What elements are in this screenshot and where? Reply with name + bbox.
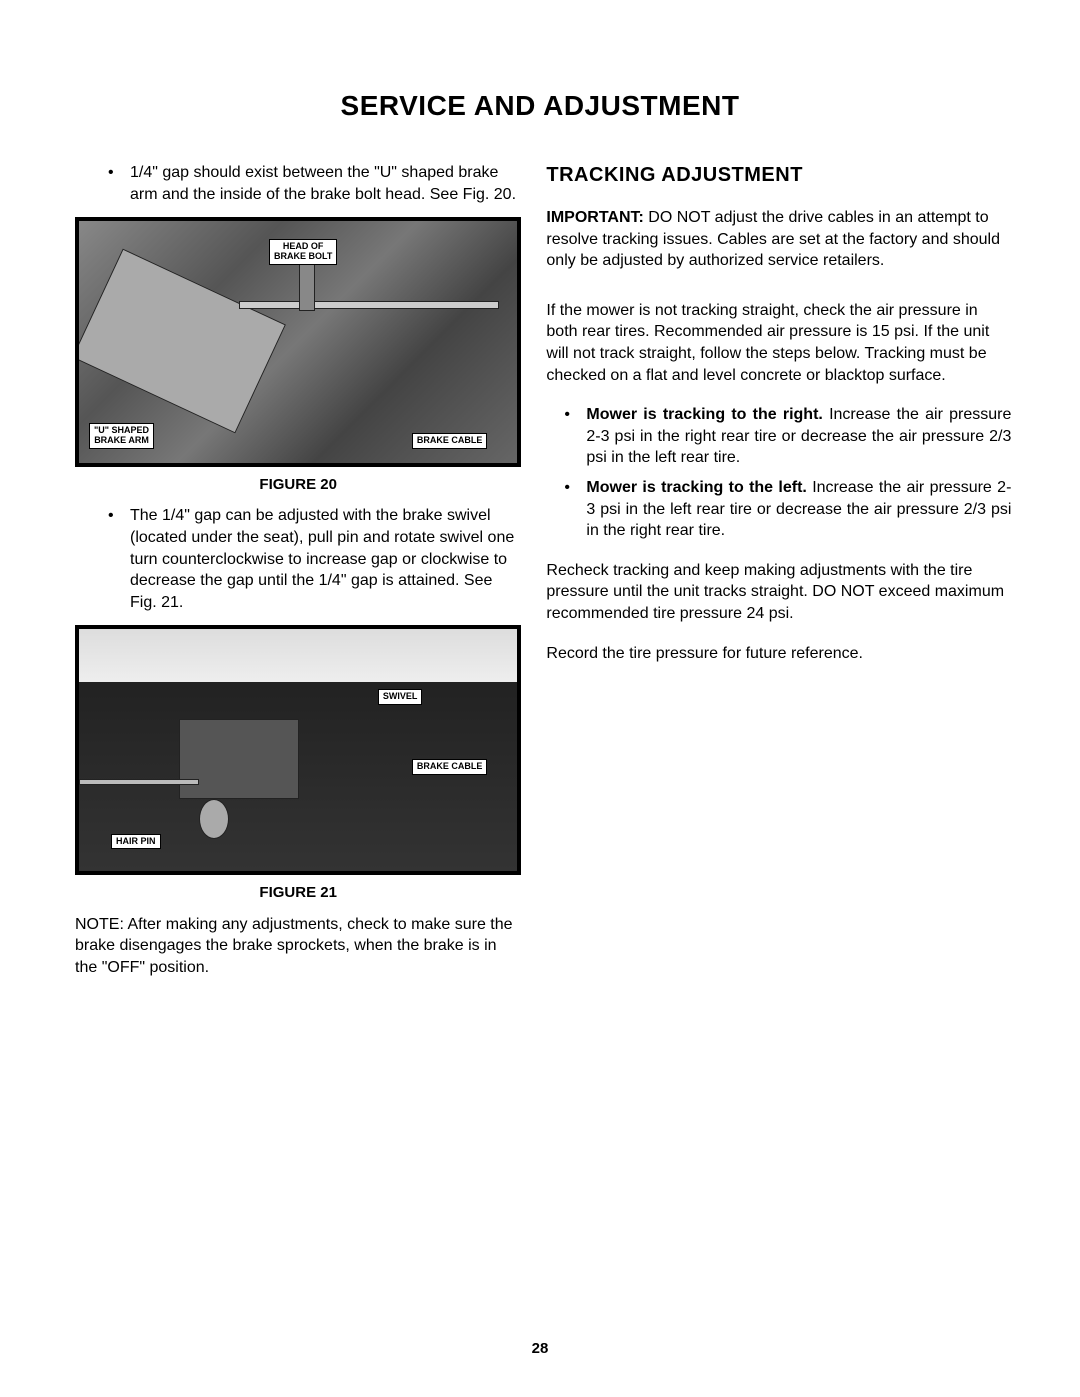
left-bullet-list-2: The 1/4" gap can be adjusted with the br…	[75, 505, 521, 613]
figure-20-caption: FIGURE 20	[75, 475, 521, 495]
label-brake-cable-fig21: BRAKE CABLE	[412, 759, 488, 775]
important-label: IMPORTANT:	[546, 209, 643, 226]
figure-20-image: HEAD OF BRAKE BOLT "U" SHAPED BRAKE ARM …	[75, 217, 521, 467]
bullet-adjustment-description: The 1/4" gap can be adjusted with the br…	[130, 505, 521, 613]
right-column: TRACKING ADJUSTMENT IMPORTANT: DO NOT ad…	[546, 162, 1011, 978]
note-after-adjustment: NOTE: After making any adjustments, chec…	[75, 914, 521, 979]
bullet-tracking-left-label: Mower is tracking to the left.	[586, 479, 806, 496]
important-paragraph: IMPORTANT: DO NOT adjust the drive cable…	[546, 207, 1011, 272]
label-hair-pin: HAIR PIN	[111, 834, 161, 850]
record-paragraph: Record the tire pressure for future refe…	[546, 643, 1011, 665]
label-brake-cable-fig20: BRAKE CABLE	[412, 433, 488, 449]
bullet-gap-description: 1/4" gap should exist between the "U" sh…	[130, 162, 521, 205]
bullet-tracking-right-label: Mower is tracking to the right.	[586, 406, 822, 423]
two-column-layout: 1/4" gap should exist between the "U" sh…	[75, 162, 1005, 978]
tracking-bullets: Mower is tracking to the right. Increase…	[546, 404, 1011, 542]
left-bullet-list-1: 1/4" gap should exist between the "U" sh…	[75, 162, 521, 205]
page-title: SERVICE AND ADJUSTMENT	[75, 90, 1005, 122]
page-number: 28	[0, 1340, 1080, 1357]
label-head-of-brake-bolt: HEAD OF BRAKE BOLT	[269, 239, 337, 265]
recheck-paragraph: Recheck tracking and keep making adjustm…	[546, 560, 1011, 625]
figure-21-image: SWIVEL BRAKE CABLE HAIR PIN	[75, 625, 521, 875]
tracking-adjustment-heading: TRACKING ADJUSTMENT	[546, 162, 1011, 189]
label-swivel: SWIVEL	[378, 689, 423, 705]
left-column: 1/4" gap should exist between the "U" sh…	[75, 162, 521, 978]
label-u-shaped-brake-arm: "U" SHAPED BRAKE ARM	[89, 423, 154, 449]
figure-21-caption: FIGURE 21	[75, 883, 521, 903]
tracking-check-paragraph: If the mower is not tracking straight, c…	[546, 300, 1011, 386]
bullet-tracking-right: Mower is tracking to the right. Increase…	[586, 404, 1011, 469]
bullet-tracking-left: Mower is tracking to the left. Increase …	[586, 477, 1011, 542]
